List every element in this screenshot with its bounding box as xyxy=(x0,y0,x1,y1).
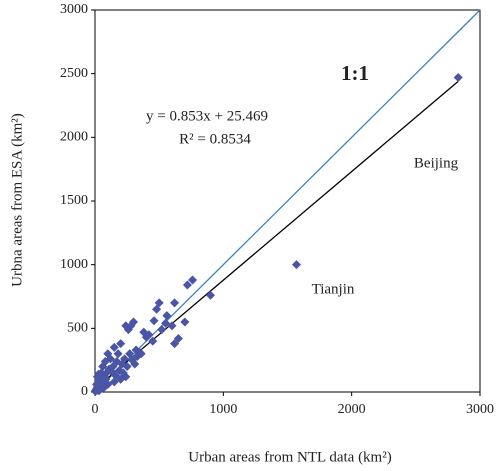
y-tick-label: 2500 xyxy=(60,66,88,81)
point xyxy=(109,342,119,352)
point xyxy=(103,349,113,359)
annotation: y = 0.853x + 25.469 xyxy=(146,108,268,124)
point xyxy=(206,290,215,300)
point xyxy=(148,336,158,346)
x-tick-label: 1000 xyxy=(209,402,237,417)
reference-line xyxy=(94,80,459,390)
point xyxy=(161,318,171,328)
point xyxy=(116,339,126,349)
point xyxy=(101,374,111,384)
point xyxy=(188,275,198,285)
point xyxy=(113,349,123,359)
point xyxy=(141,332,151,342)
y-axis-label: Urbna areas from ESA (km²) xyxy=(9,113,25,287)
point xyxy=(152,304,162,314)
x-tick-label: 3000 xyxy=(466,402,494,417)
y-tick-label: 1000 xyxy=(60,257,88,272)
y-tick-label: 1500 xyxy=(60,193,88,208)
point xyxy=(162,311,172,321)
annotation: R² = 0.8534 xyxy=(179,131,251,147)
point xyxy=(122,362,132,372)
point xyxy=(94,369,104,379)
y-tick-label: 500 xyxy=(67,321,88,336)
point xyxy=(180,317,190,327)
y-tick-label: 2000 xyxy=(60,130,88,145)
x-axis-label: Urban areas from NTL data (km²) xyxy=(188,449,391,465)
point xyxy=(121,321,131,331)
point xyxy=(130,359,140,369)
point xyxy=(170,298,180,308)
point xyxy=(453,72,463,82)
y-tick-label: 0 xyxy=(81,384,88,399)
point xyxy=(182,280,192,290)
annotation: 1:1 xyxy=(341,61,369,85)
annotation: Beijing xyxy=(414,155,459,171)
point xyxy=(170,339,180,349)
x-tick-label: 0 xyxy=(92,402,99,417)
x-tick-label: 2000 xyxy=(338,402,366,417)
y-tick-label: 3000 xyxy=(60,2,88,17)
point xyxy=(157,325,167,335)
point xyxy=(149,316,159,326)
annotation: Tianjin xyxy=(312,281,355,297)
point xyxy=(136,349,146,359)
point xyxy=(291,260,301,270)
